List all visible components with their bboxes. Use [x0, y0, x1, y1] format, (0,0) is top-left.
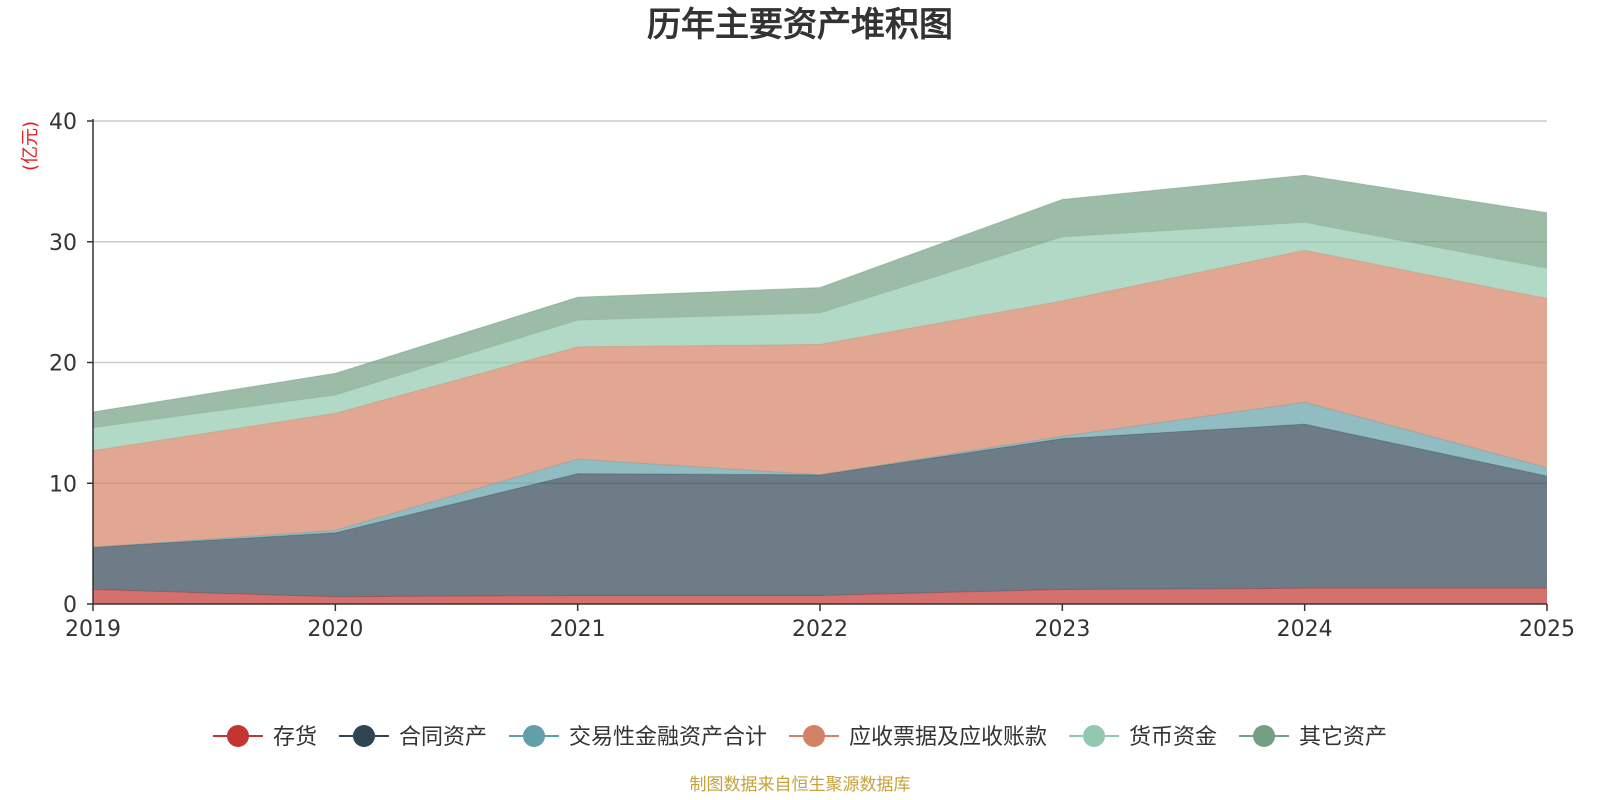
- area-series-1: [93, 588, 1547, 604]
- area-series-5: [93, 222, 1547, 451]
- legend-item-3[interactable]: 交易性金融资产合计: [508, 725, 767, 750]
- legend-label: 货币资金: [1129, 725, 1217, 750]
- legend-circle-marker: [803, 725, 825, 747]
- legend-item-4[interactable]: 应收票据及应收账款: [789, 725, 1047, 750]
- y-tick-label-20: 20: [49, 352, 77, 377]
- y-tick-label-10: 10: [49, 472, 77, 497]
- y-axis-unit: (亿元): [20, 121, 41, 171]
- data-source-note: 制图数据来自恒生聚源数据库: [690, 775, 911, 795]
- x-tick-label-2023: 2023: [1034, 617, 1090, 642]
- legend-circle-marker: [522, 725, 545, 747]
- y-tick-label-30: 30: [49, 231, 77, 256]
- legend-circle-marker: [1083, 725, 1106, 747]
- legend-label: 合同资产: [399, 725, 487, 750]
- x-tick-label-2022: 2022: [792, 617, 848, 642]
- x-tick-label-2025: 2025: [1519, 617, 1575, 642]
- x-tick-label-2024: 2024: [1277, 617, 1333, 642]
- area-series-6: [93, 175, 1547, 428]
- legend-label: 应收票据及应收账款: [849, 725, 1047, 750]
- legend-circle-marker: [352, 725, 375, 747]
- chart-title: 历年主要资产堆积图: [647, 5, 953, 45]
- y-tick-label-0: 0: [63, 593, 77, 618]
- legend-circle-marker: [226, 725, 249, 747]
- legend-label: 存货: [273, 725, 317, 750]
- area-line-series-6: [92, 174, 1548, 413]
- x-tick-label-2019: 2019: [65, 617, 121, 642]
- x-tick-label-2020: 2020: [307, 617, 363, 642]
- x-tick-label-2021: 2021: [550, 617, 606, 642]
- legend-item-1[interactable]: 存货: [212, 725, 317, 750]
- y-tick-label-40: 40: [49, 110, 77, 135]
- legend-item-6[interactable]: 其它资产: [1239, 725, 1387, 750]
- area-series-4: [93, 250, 1547, 548]
- axes: 0 10 20 30 40 2019 2020 2021 2022 2023 2024 2025: [49, 110, 1575, 642]
- legend-label: 交易性金融资产合计: [569, 725, 767, 750]
- legend-label: 其它资产: [1299, 725, 1387, 750]
- area-series: [92, 174, 1548, 604]
- legend-circle-marker: [1253, 725, 1276, 747]
- legend: 存货 合同资产 交易性金融资产合计 应收票据及应收账款 货币资金 其它资产: [212, 725, 1387, 750]
- legend-item-5[interactable]: 货币资金: [1069, 725, 1217, 750]
- area-series-2: [93, 424, 1547, 597]
- legend-item-2[interactable]: 合同资产: [338, 725, 487, 750]
